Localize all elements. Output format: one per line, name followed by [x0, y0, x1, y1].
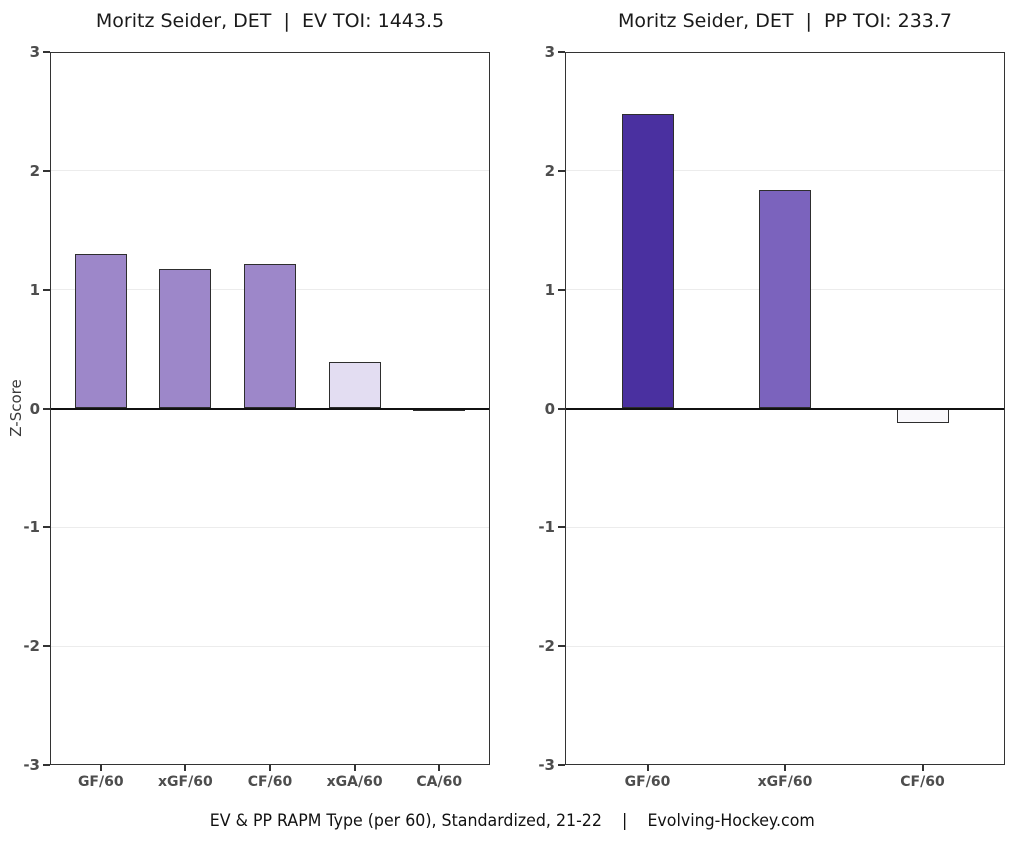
ev-gridline--1 [50, 526, 490, 528]
pp-xtick-label-xgf60: xGF/60 [757, 774, 813, 790]
ev-ytick-mark-2 [43, 169, 50, 172]
pp-ytick-mark-0 [558, 407, 565, 410]
pp-ytick-mark--3 [558, 764, 565, 766]
pp-gridline--2 [565, 645, 1005, 647]
pp-gridline--1 [565, 526, 1005, 528]
pp-bar-xgf60 [759, 189, 811, 409]
ev-xtick-label-ca60: CA/60 [416, 774, 463, 790]
pp-xtick-mark-xgf60 [784, 765, 786, 771]
ev-ytick-label-2: 2 [29, 161, 40, 180]
ev-ytick-mark--1 [43, 526, 50, 529]
pp-ytick-mark-1 [558, 288, 565, 291]
ev-ytick-mark-0 [43, 407, 50, 410]
pp-xtick-label-gf60: GF/60 [624, 774, 671, 790]
ev-xtick-label-cf60: CF/60 [247, 774, 293, 790]
ev-ytick-mark--2 [43, 645, 50, 648]
ev-xtick-mark-xga60 [353, 765, 356, 771]
ev-xtick-label-gf60: GF/60 [77, 774, 124, 790]
ev-xtick-mark-gf60 [99, 765, 102, 771]
y-axis-title: Z-Score [7, 379, 25, 437]
ev-chart-title: Moritz Seider, DET | EV TOI: 1443.5 [95, 10, 445, 32]
ev-bar-cf60 [244, 263, 296, 409]
pp-xtick-mark-gf60 [646, 765, 649, 771]
pp-ytick-mark-2 [558, 169, 565, 172]
ev-ytick-label-3: 3 [29, 43, 40, 61]
pp-gridline-2 [565, 170, 1005, 172]
ev-ytick-label--1: -1 [23, 518, 40, 537]
ev-xtick-label-xga60: xGA/60 [326, 774, 383, 790]
ev-bar-xga60 [328, 362, 381, 409]
pp-xtick-label-cf60: CF/60 [900, 774, 945, 790]
pp-ytick-mark--1 [558, 526, 565, 529]
ev-xtick-label-xgf60: xGF/60 [158, 774, 213, 790]
pp-ytick-mark-3 [558, 51, 565, 53]
ev-xtick-mark-cf60 [269, 765, 271, 771]
ev-ytick-label-0: 0 [29, 399, 40, 418]
figure-caption-text: EV & PP RAPM Type (per 60), Standardized… [209, 811, 815, 831]
pp-ytick-mark--2 [558, 645, 565, 648]
pp-ytick-label--1: -1 [538, 518, 555, 537]
pp-xtick-mark-cf60 [921, 765, 924, 771]
pp-panel [565, 52, 1005, 765]
ev-ytick-label--2: -2 [23, 637, 40, 656]
pp-ytick-label-2: 2 [544, 161, 555, 180]
pp-chart-title: Moritz Seider, DET | PP TOI: 233.7 [618, 10, 952, 32]
ev-bar-gf60 [74, 254, 127, 409]
pp-ytick-label-1: 1 [544, 280, 555, 299]
pp-ytick-label--3: -3 [538, 756, 555, 774]
ev-xtick-mark-xgf60 [184, 765, 187, 771]
ev-gridline-2 [50, 170, 490, 172]
pp-ytick-label-0: 0 [544, 399, 555, 418]
ev-ytick-mark--3 [43, 764, 50, 766]
ev-ytick-label--3: -3 [23, 756, 40, 774]
ev-panel [50, 52, 490, 765]
ev-zero-line [50, 407, 490, 410]
pp-bar-gf60 [621, 113, 674, 409]
ev-xtick-mark-ca60 [438, 765, 441, 771]
figure-caption: EV & PP RAPM Type (per 60), Standardized… [0, 811, 1024, 831]
ev-gridline--2 [50, 645, 490, 647]
pp-ytick-label-3: 3 [544, 43, 555, 61]
pp-zero-line [565, 407, 1005, 410]
ev-ytick-label-1: 1 [29, 280, 40, 299]
ev-bar-xgf60 [159, 269, 212, 409]
ev-ytick-mark-3 [43, 51, 50, 53]
pp-ytick-label--2: -2 [538, 637, 555, 656]
ev-ytick-mark-1 [43, 288, 50, 291]
